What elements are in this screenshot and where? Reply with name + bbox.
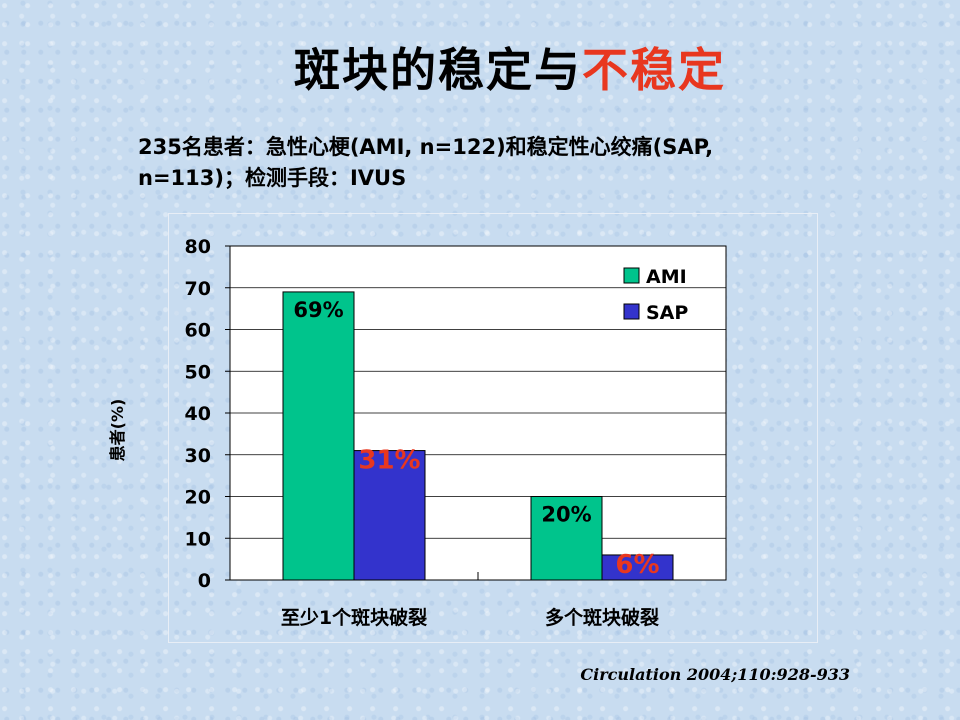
legend-swatch-sap <box>623 303 640 320</box>
x-tick-label: 至少1个斑块破裂 <box>281 607 427 629</box>
legend-label: SAP <box>646 302 688 324</box>
y-tick-label: 80 <box>185 236 211 258</box>
y-tick-label: 20 <box>185 487 211 509</box>
y-tick-label: 10 <box>185 528 211 550</box>
y-tick-label: 30 <box>185 445 211 467</box>
slide-title: 斑块的稳定与不稳定 <box>0 34 960 100</box>
chart-frame <box>168 213 818 643</box>
slide-title-red: 不稳定 <box>582 43 726 97</box>
y-tick-label: 0 <box>198 570 211 592</box>
bar-sap <box>353 450 426 581</box>
source-citation: Circulation 2004;110:928-933 <box>580 665 850 684</box>
subtitle-line-1: 235名患者：急性心梗(AMI, n=122)和稳定性心绞痛(SAP, <box>138 135 714 159</box>
y-tick-label: 60 <box>185 320 211 342</box>
legend-label: AMI <box>646 266 687 288</box>
data-label: 31% <box>358 446 420 476</box>
y-tick-label: 70 <box>185 278 211 300</box>
bar-ami <box>282 291 355 581</box>
slide-title-black: 斑块的稳定与 <box>294 43 582 97</box>
x-tick-label: 多个斑块破裂 <box>545 606 659 629</box>
data-label: 20% <box>541 503 591 527</box>
data-label: 6% <box>615 550 659 580</box>
data-label: 69% <box>293 298 343 322</box>
slide-subtitle: 235名患者：急性心梗(AMI, n=122)和稳定性心绞痛(SAP, n=11… <box>138 132 838 194</box>
bar-ami <box>530 496 603 581</box>
bar-sap <box>601 554 674 581</box>
subtitle-line-2: n=113)；检测手段：IVUS <box>138 166 407 190</box>
y-tick-label: 40 <box>185 403 211 425</box>
legend-swatch-ami <box>623 267 640 284</box>
y-tick-label: 50 <box>185 361 211 383</box>
